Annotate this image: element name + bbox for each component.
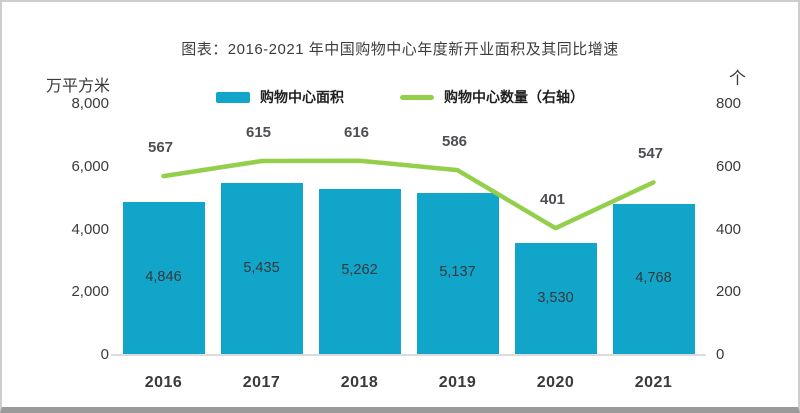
line-value-2020: 401 xyxy=(539,191,566,209)
bar-value-2017: 5,435 xyxy=(243,259,280,276)
legend-item-count: 购物中心数量（右轴） xyxy=(400,87,584,107)
legend-item-area: 购物中心面积 xyxy=(216,87,344,107)
line-value-2019: 586 xyxy=(441,133,468,151)
right-tick-400: 400 xyxy=(716,220,742,238)
right-tick-600: 600 xyxy=(716,157,742,175)
left-tick-6000: 6,000 xyxy=(71,157,109,175)
bar-value-2020: 3,530 xyxy=(537,289,574,306)
left-tick-2000: 2,000 xyxy=(71,283,109,301)
bar-value-2019: 5,137 xyxy=(439,264,476,281)
left-tick-4000: 4,000 xyxy=(71,220,109,238)
bar-2020 xyxy=(514,243,597,354)
left-tick-0: 0 xyxy=(100,346,109,363)
line-value-2018: 616 xyxy=(343,123,370,141)
legend: 购物中心面积 购物中心数量（右轴） xyxy=(2,87,798,107)
line-series-swatch-icon xyxy=(400,94,434,100)
line-value-2017: 615 xyxy=(245,124,272,142)
line-value-2021: 547 xyxy=(637,145,664,163)
legend-label-area: 购物中心面积 xyxy=(260,89,344,105)
bar-value-2016: 4,846 xyxy=(145,268,182,285)
x-label-2016: 2016 xyxy=(144,374,183,391)
line-value-2016: 567 xyxy=(147,139,174,157)
left-tick-8000: 8,000 xyxy=(71,95,109,112)
bar-value-2018: 5,262 xyxy=(341,262,378,279)
chart-title: 图表：2016-2021 年中国购物中心年度新开业面积及其同比增速 xyxy=(181,41,619,58)
x-axis-line xyxy=(111,354,706,356)
legend-label-count: 购物中心数量（右轴） xyxy=(444,89,584,105)
x-label-2021: 2021 xyxy=(634,374,673,391)
right-axis-unit: 个 xyxy=(729,69,746,88)
right-tick-0: 0 xyxy=(716,346,725,363)
x-label-2019: 2019 xyxy=(438,374,477,391)
x-label-2017: 2017 xyxy=(242,374,281,391)
right-tick-200: 200 xyxy=(716,283,742,301)
x-label-2020: 2020 xyxy=(536,374,575,391)
left-axis-unit: 万平方米 xyxy=(46,78,111,95)
right-tick-800: 800 xyxy=(716,95,742,112)
bar-value-2021: 4,768 xyxy=(635,270,672,287)
bar-series-swatch-icon xyxy=(216,91,250,103)
x-label-2018: 2018 xyxy=(340,374,379,391)
